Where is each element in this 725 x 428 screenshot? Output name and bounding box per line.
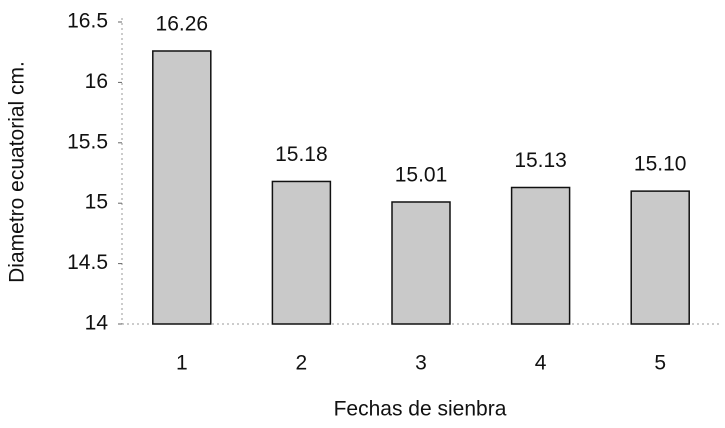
data-label: 15.18 (275, 143, 328, 166)
x-tick-label: 4 (535, 352, 547, 375)
y-tick-label: 15.5 (67, 130, 108, 153)
bar (271, 180, 332, 325)
bar (152, 50, 212, 325)
data-label: 16.26 (156, 13, 209, 36)
data-label: 15.01 (395, 164, 448, 187)
y-axis-label: Diametro ecuatorial cm. (6, 61, 29, 283)
y-tick-label: 16 (85, 70, 108, 93)
y-tick-label: 14.5 (67, 251, 108, 274)
y-tick-label: 15 (85, 191, 108, 214)
y-tick-label: 16.5 (67, 10, 108, 33)
bar (391, 201, 451, 325)
x-tick-label: 2 (296, 352, 308, 375)
data-label: 15.10 (634, 153, 687, 176)
x-tick-label: 3 (415, 352, 427, 375)
x-axis-label: Fechas de sienbra (334, 398, 507, 421)
x-tick-label: 1 (176, 352, 188, 375)
data-label: 15.13 (514, 149, 567, 172)
bar (630, 190, 690, 325)
x-tick-label: 5 (654, 352, 666, 375)
bar (510, 186, 571, 325)
y-tick-label: 14 (85, 312, 109, 335)
